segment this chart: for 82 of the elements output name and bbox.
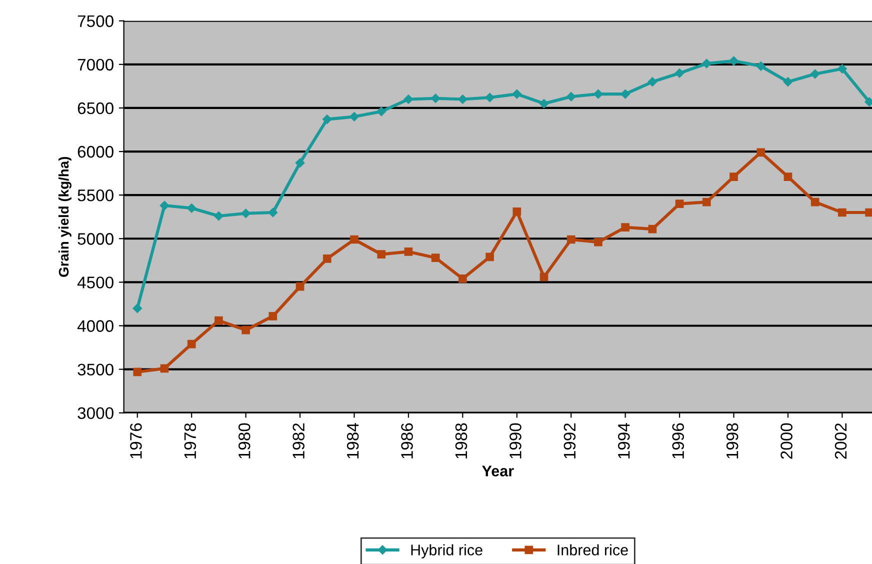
point: [350, 235, 358, 244]
point: [268, 208, 278, 218]
x-tick-label: 1994: [618, 423, 630, 458]
point: [566, 92, 576, 102]
point: [810, 198, 820, 206]
point: [268, 312, 278, 320]
point: [702, 58, 712, 68]
y-tick-label: 4500: [77, 276, 114, 288]
point: [594, 238, 602, 246]
x-tick-label: 1998: [726, 423, 738, 458]
point: [675, 200, 684, 208]
y-tick-label: 7000: [78, 58, 114, 71]
x-tick-label: 2002: [834, 423, 847, 459]
point: [783, 77, 793, 86]
point: [838, 64, 847, 74]
x-tick-label: 2000: [780, 423, 792, 459]
point: [377, 250, 386, 258]
point: [512, 89, 522, 99]
point: [838, 208, 846, 217]
point: [566, 235, 576, 244]
point: [132, 304, 142, 313]
point: [187, 340, 196, 348]
point: [539, 98, 549, 108]
point: [756, 148, 766, 157]
x-tick-label: 1990: [510, 423, 522, 458]
legend-label: Hybrid rice: [411, 544, 482, 558]
point: [756, 62, 766, 71]
point: [214, 211, 224, 221]
point: [242, 326, 250, 334]
point: [648, 77, 658, 86]
point: [160, 200, 170, 210]
point: [594, 89, 603, 99]
point: [486, 252, 494, 262]
y-tick-label: 5500: [78, 189, 114, 202]
point: [458, 274, 467, 283]
point: [730, 172, 738, 181]
y-tick-label: 4000: [77, 320, 114, 332]
point: [431, 254, 440, 262]
x-tick-label: 1992: [564, 423, 576, 458]
point: [810, 69, 820, 79]
y-tick-label: 3500: [78, 364, 114, 376]
point: [620, 89, 630, 99]
point: [485, 92, 494, 102]
point: [322, 114, 332, 124]
x-axis-title: Year: [482, 466, 514, 476]
legend-label: Inbred rice: [558, 544, 628, 556]
x-tick-label: 1996: [672, 423, 684, 458]
point: [784, 172, 792, 181]
point: [295, 158, 305, 168]
y-tick-label: 7500: [78, 15, 114, 28]
y-axis-title: Grain yield (kg/ha): [58, 156, 72, 277]
point: [404, 248, 413, 256]
x-tick-label: 1976: [130, 423, 142, 458]
point: [322, 254, 332, 263]
point: [430, 94, 440, 104]
x-tick-label: 1986: [401, 423, 413, 458]
point: [214, 316, 223, 325]
point: [540, 272, 548, 282]
point: [350, 112, 359, 122]
y-tick-label: 3000: [78, 407, 114, 420]
x-tick-label: 1982: [292, 423, 304, 458]
point: [376, 106, 386, 116]
point: [648, 224, 657, 234]
point: [674, 68, 684, 78]
point: [133, 368, 142, 376]
y-tick-label: 6500: [78, 102, 114, 114]
point: [241, 208, 250, 218]
y-tick-label: 5000: [78, 233, 114, 245]
point: [160, 364, 169, 373]
x-tick-label: 1978: [184, 423, 196, 458]
y-tick-label: 6000: [78, 146, 114, 158]
x-tick-label: 1984: [346, 423, 359, 458]
point: [404, 94, 414, 104]
x-tick-label: 1980: [238, 423, 250, 458]
point: [702, 198, 711, 206]
x-tick-label: 1988: [455, 423, 468, 458]
point: [621, 223, 630, 232]
point: [296, 282, 304, 291]
point: [512, 207, 522, 216]
point: [458, 94, 468, 104]
point: [186, 204, 196, 213]
point: [729, 56, 738, 66]
